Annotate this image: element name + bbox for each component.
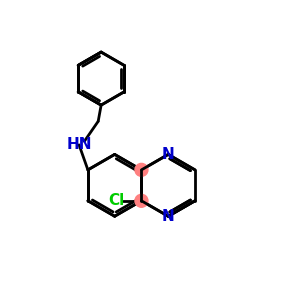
Text: N: N xyxy=(162,209,175,224)
Circle shape xyxy=(135,194,148,207)
Text: Cl: Cl xyxy=(108,193,124,208)
Text: HN: HN xyxy=(66,137,92,152)
Text: N: N xyxy=(162,147,175,162)
Circle shape xyxy=(135,164,148,176)
